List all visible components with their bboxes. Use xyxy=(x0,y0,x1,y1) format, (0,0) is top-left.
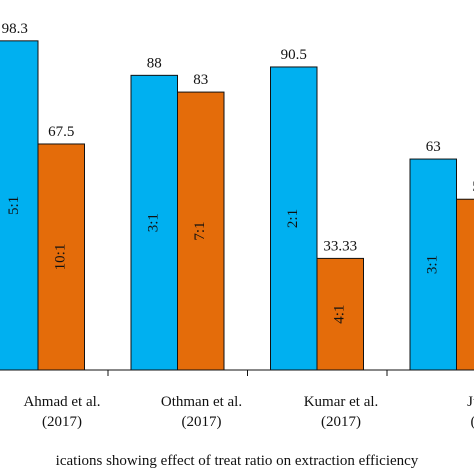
x-tick-label: (2017) xyxy=(182,414,222,430)
caption: ications showing effect of treat ratio o… xyxy=(56,453,419,469)
value-label: 63 xyxy=(426,139,441,155)
bar-label: 2:1 xyxy=(285,209,301,228)
value-label: 98.3 xyxy=(2,21,28,37)
bar xyxy=(456,198,474,371)
bar-label: 7:1 xyxy=(192,221,208,240)
bar xyxy=(130,74,178,371)
value-label: 88 xyxy=(147,55,162,71)
bar xyxy=(0,40,39,371)
value-label: 83 xyxy=(193,72,208,88)
x-tick-label: Othman et al. xyxy=(161,394,242,410)
x-tick-label: (20 xyxy=(471,414,474,430)
bar xyxy=(37,143,85,371)
bar xyxy=(316,257,364,371)
bar xyxy=(409,158,457,371)
bar-label: 10:1 xyxy=(53,244,69,271)
x-tick-label: Juso xyxy=(467,394,474,410)
x-tick-label: (2017) xyxy=(321,414,361,430)
bar-label: 3:1 xyxy=(425,255,441,274)
bar xyxy=(177,91,225,371)
bar-label: 5:1 xyxy=(6,196,22,215)
x-tick-label: Kumar et al. xyxy=(304,394,379,410)
bar-label: 3:1 xyxy=(146,213,162,232)
bar-label: 4:1 xyxy=(332,305,348,324)
value-label: 67.5 xyxy=(48,124,74,140)
x-tick-label: (2017) xyxy=(42,414,82,430)
value-label: 90.5 xyxy=(281,47,307,63)
value-label: 33.33 xyxy=(323,238,357,254)
value-label: 51 xyxy=(472,179,474,195)
x-tick-label: Ahmad et al. xyxy=(23,394,100,410)
